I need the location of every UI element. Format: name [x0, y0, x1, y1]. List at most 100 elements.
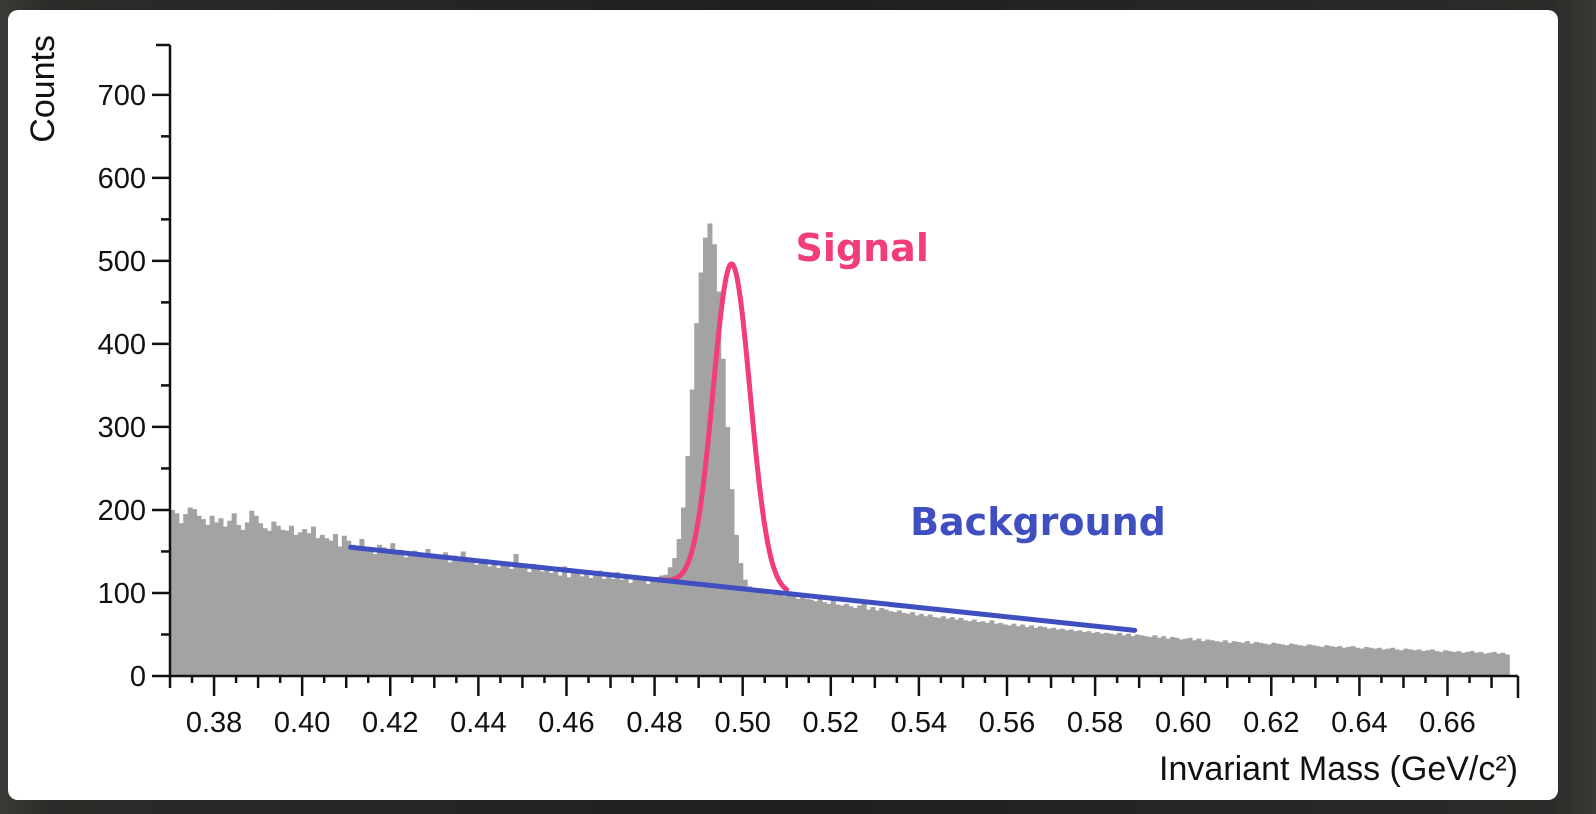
x-tick-label: 0.54 [891, 707, 947, 739]
histogram-bar [1469, 651, 1475, 676]
histogram-bar [178, 523, 184, 676]
histogram-bar [1491, 651, 1497, 676]
x-tick-label: 0.58 [1067, 707, 1123, 739]
histogram-bar [266, 530, 272, 676]
y-tick-label: 500 [98, 246, 146, 278]
histogram-bar [676, 539, 682, 676]
histogram-bar [1443, 650, 1449, 676]
histogram-bar [1236, 641, 1242, 676]
histogram-bar [222, 526, 228, 676]
histogram-bar [1266, 644, 1272, 676]
histogram-bar [1377, 647, 1383, 676]
histogram-bar [1205, 639, 1211, 676]
histogram-bar [1465, 651, 1471, 676]
x-tick-label: 0.64 [1331, 707, 1387, 739]
signal-fit-curve [652, 261, 790, 593]
histogram-bar [1399, 650, 1405, 676]
histogram-bar [989, 620, 995, 676]
histogram-bar [839, 605, 845, 676]
histogram-bar [1174, 637, 1180, 676]
histogram-bar [1500, 652, 1506, 676]
histogram-bar [844, 603, 850, 676]
histogram-bar [491, 560, 497, 676]
histogram-bar [1147, 636, 1153, 676]
histogram-bar [377, 544, 383, 676]
histogram-bar [817, 597, 823, 676]
annotations: Signal Background [796, 226, 1166, 544]
histogram-bar [1359, 648, 1365, 676]
histogram-bar [1037, 626, 1043, 676]
histogram-bar [297, 532, 303, 676]
histogram-bar [729, 489, 735, 676]
histogram-bar [231, 513, 237, 676]
histogram-bar [1438, 651, 1444, 676]
histogram-bar [227, 520, 233, 676]
histogram-bar [610, 578, 616, 676]
histogram-bar [1302, 646, 1308, 676]
histogram-bar [1495, 653, 1501, 676]
histogram-bar [940, 616, 946, 676]
histogram-bar [1473, 652, 1479, 676]
histogram-bar [976, 622, 982, 676]
histogram-bar [628, 583, 634, 676]
chart-panel: 0 100 200 300 400 500 600 700 0.38 0.40 0.42 0.44 0.… [8, 10, 1558, 800]
histogram-bar [588, 578, 594, 676]
histogram-bar [993, 623, 999, 676]
histogram-bar [1077, 630, 1083, 676]
histogram-bar [473, 564, 479, 676]
histogram-bar [896, 610, 902, 676]
y-tick-label: 300 [98, 412, 146, 444]
histogram-bar [1169, 636, 1175, 676]
histogram-bar [769, 594, 775, 676]
histogram-bar [835, 604, 841, 676]
histogram-bar [319, 534, 325, 676]
histogram-bar [601, 578, 607, 676]
histogram-bar [548, 573, 554, 676]
histogram-bar [399, 549, 405, 676]
histogram-bar [773, 592, 779, 676]
histogram-bar [720, 358, 726, 676]
histogram-bar [1306, 644, 1312, 676]
histogram-bar [1482, 653, 1488, 676]
histogram-bar [1187, 637, 1193, 676]
y-tick-label: 0 [130, 661, 146, 693]
histogram-bar [447, 562, 453, 676]
histogram-bar [460, 551, 466, 676]
histogram-bar [1504, 654, 1510, 676]
histogram-bar [531, 563, 537, 676]
histogram-bar [1231, 641, 1237, 676]
histogram-bar [288, 525, 294, 676]
histogram-bar [1029, 625, 1035, 676]
histogram-bar [821, 602, 827, 676]
histogram-bar [777, 593, 783, 676]
histogram-bar [187, 507, 193, 676]
histogram-bar [645, 583, 651, 676]
histogram-bar [1090, 632, 1096, 676]
histogram-bar [641, 578, 647, 676]
histogram-bar [1042, 627, 1048, 676]
histogram-bar [253, 515, 259, 676]
histogram-bar [381, 547, 387, 676]
histogram-bar [681, 507, 687, 676]
histogram-bar [196, 515, 202, 676]
histogram-bar [1412, 650, 1418, 676]
histogram-bar [861, 599, 867, 676]
histogram-bar [579, 576, 585, 676]
histogram-bar [240, 529, 246, 676]
histogram-bar [619, 579, 625, 676]
histogram-bar [557, 575, 563, 676]
x-tick-label: 0.48 [626, 707, 682, 739]
histogram-bar [874, 610, 880, 676]
x-tick-label: 0.50 [714, 707, 770, 739]
histogram-bar [707, 223, 713, 676]
histogram-bar [1196, 638, 1202, 676]
histogram-bar [667, 567, 673, 676]
histogram-bar [1218, 641, 1224, 676]
histogram-bar [716, 291, 722, 676]
histogram-bar [799, 595, 805, 676]
histogram-bar [522, 564, 528, 676]
histogram-bar [654, 577, 660, 676]
histogram-bar [310, 526, 316, 676]
axes: 0 100 200 300 400 500 600 700 0.38 0.40 0.42 0.44 0.… [24, 35, 1520, 788]
histogram-bar [1240, 642, 1246, 676]
